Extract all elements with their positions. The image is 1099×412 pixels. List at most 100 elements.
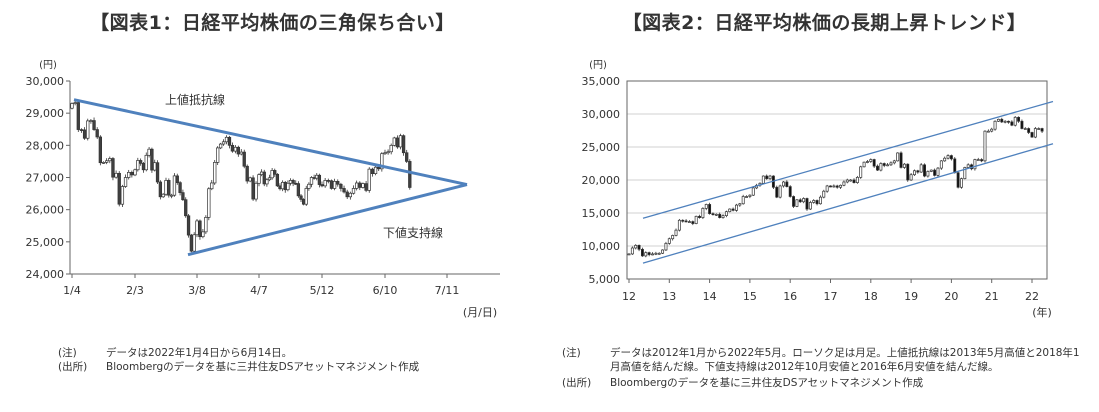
candle-up [738,203,742,206]
candle-up [741,196,745,205]
candle-up [195,220,199,236]
x-axis-unit-label: (月/日) [463,306,497,319]
candle-up [704,204,708,209]
candle-up [172,175,177,196]
candle-down [708,204,712,215]
candle-up [892,160,896,164]
candle-down [158,181,163,198]
candle-up [201,231,205,238]
candle-up [389,144,393,153]
candle-up [667,238,671,244]
support-trendline [187,183,468,257]
candle-down [691,221,695,224]
candle-down [294,182,298,185]
source-label: (出所) [58,361,88,373]
candle-up [367,168,371,191]
candle-down [899,152,903,168]
support-line-label: 下値支持線 [383,225,443,240]
candle-down [155,162,160,183]
candle-up [855,177,859,183]
candle-down [882,163,886,166]
candle-down [299,195,303,200]
candle-up [966,164,970,168]
candle-up [133,169,137,176]
candle-down [181,192,185,201]
candle-up [123,177,128,187]
note-row: (注) データは2022年1月4日から6月14日。 [58,346,538,360]
candle-up [902,163,906,168]
candle-up [973,159,977,170]
x-axis-unit-label: (年) [1032,305,1052,319]
candle-up [108,158,112,162]
candle-down [178,182,182,193]
candle-down [933,169,937,176]
y-tick-label: 25,000 [26,236,65,249]
x-tick-label: 15 [743,290,757,303]
candle-up [845,179,849,183]
y-tick-label: 27,000 [26,172,65,185]
y-tick-label: 24,000 [26,268,65,281]
candle-down [792,196,796,207]
candle-down [731,208,735,211]
x-tick-label: 20 [944,290,958,303]
candle-up [896,152,900,162]
candle-down [953,158,957,174]
candle-down [342,188,346,193]
candle-down [815,200,819,205]
candle-down [130,172,134,176]
candle-down [405,152,409,162]
candle-up [239,151,243,155]
candle-up [926,171,930,177]
candle-down [79,129,84,131]
candle-down [364,183,368,191]
candle-down [698,215,701,218]
candle-down [339,183,343,189]
candle-down [980,159,984,162]
note-row: (注) データは2012年1月から2022年5月。ローソク足は月足。上値抵抗線は… [562,346,1082,374]
resistance-trendline [73,98,468,187]
x-tick-label: 2/3 [126,284,144,297]
candle-down [98,136,103,164]
y-tick-label: 25,000 [582,141,621,154]
candle-up [996,118,1000,122]
x-tick-label: 14 [703,290,717,303]
candle-up [825,185,829,192]
candle-down [336,181,340,185]
candle-up [257,174,261,184]
candle-down [1040,128,1044,132]
candle-up [392,137,396,146]
candle-up [943,157,947,162]
candle-up [361,183,365,188]
candle-up [859,166,863,178]
candle-up [751,187,755,196]
candle-up [161,193,165,198]
candle-up [761,175,765,184]
candle-up [674,229,678,236]
candle-down [184,199,188,217]
candle-up [993,120,997,130]
candle-up [1033,128,1037,138]
candle-down [923,164,926,177]
candle-up [164,180,168,195]
candle-up [644,252,648,257]
plot-frame [626,80,1048,280]
chart-notes: (注) データは2012年1月から2022年5月。ローソク足は月足。上値抵抗線は… [562,346,1082,390]
candle-down [291,180,295,184]
candle-up [267,177,272,181]
candle-up [849,179,853,182]
candle-up [386,151,390,154]
candle-down [906,163,910,181]
candle-down [230,144,235,152]
candle-down [956,172,960,188]
candle-up [818,196,822,205]
candle-down [275,173,280,187]
candle-up [1013,116,1017,126]
candle-down [82,129,87,139]
candle-up [963,167,967,180]
resistance-line-label: 上値抵抗線 [165,92,225,107]
candle-up [664,243,668,251]
candle-down [640,248,644,257]
candle-up [224,136,229,143]
resistance-trendline [642,100,1054,219]
candle-up [795,199,799,207]
